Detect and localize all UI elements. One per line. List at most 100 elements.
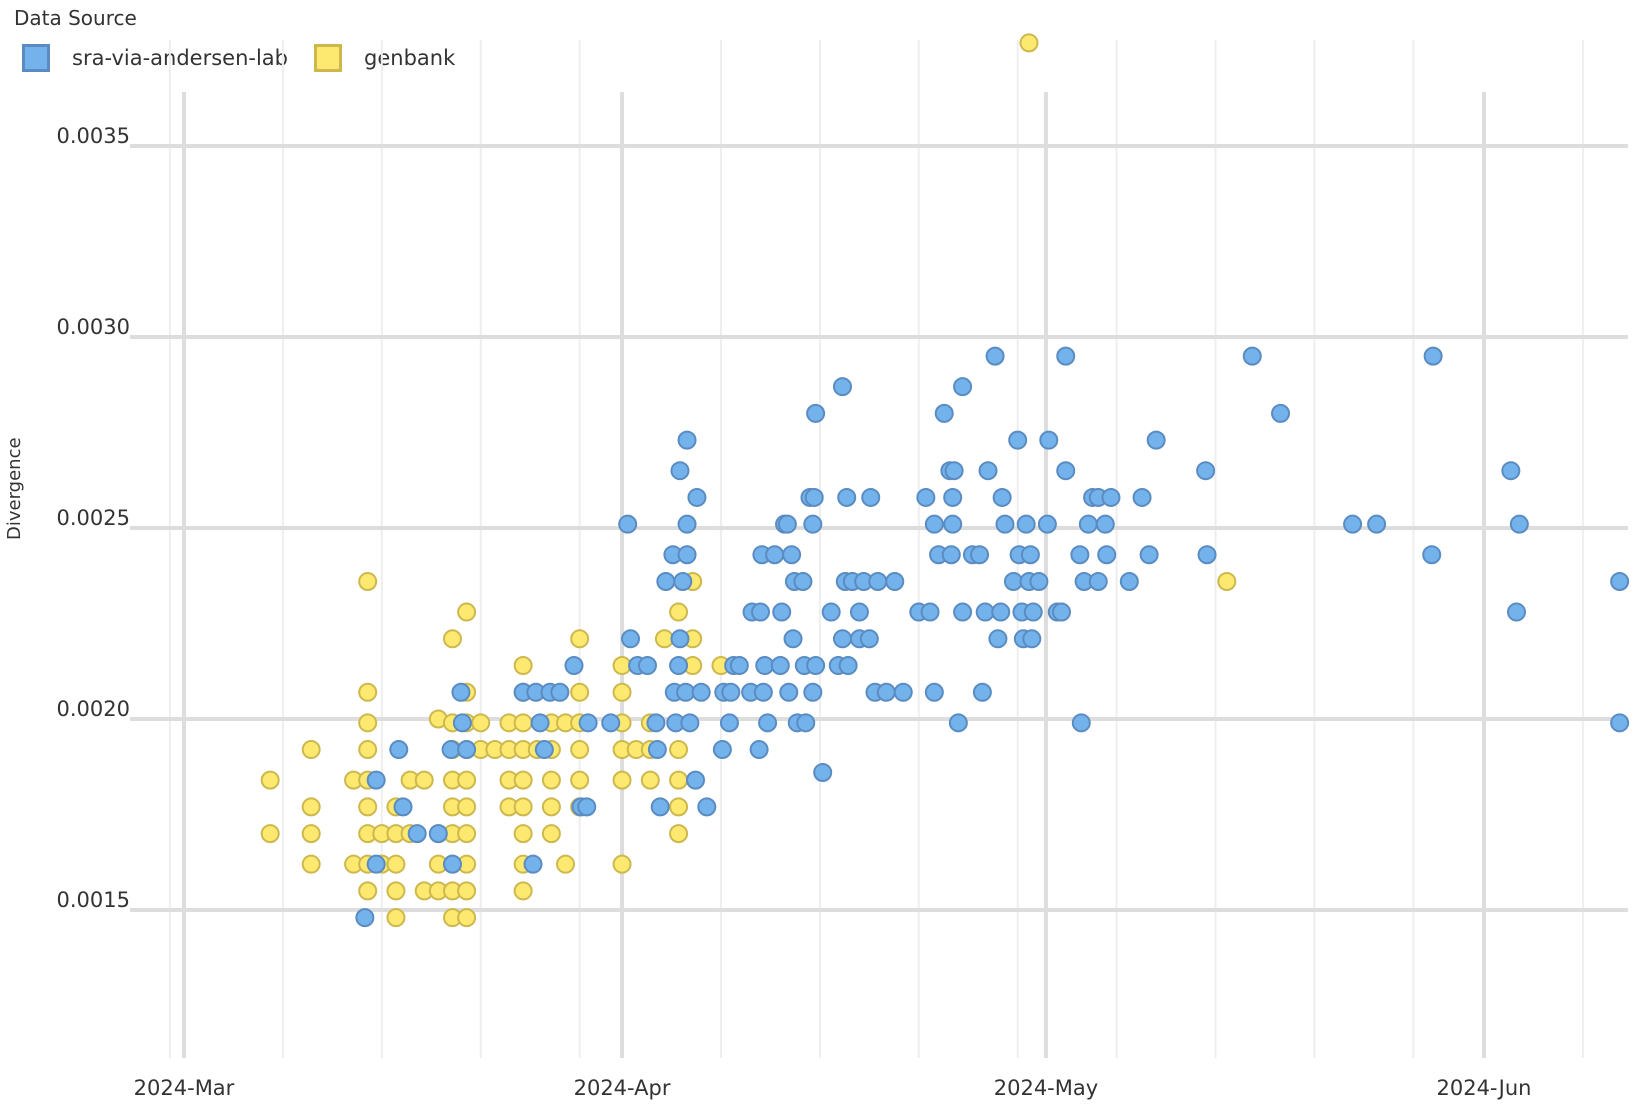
point-sra-via-andersen-lab[interactable] [452,713,472,733]
point-genbank[interactable] [301,824,321,844]
point-sra-via-andersen-lab[interactable] [389,740,409,760]
point-genbank[interactable] [358,797,378,817]
point-sra-via-andersen-lab[interactable] [916,487,936,507]
point-sra-via-andersen-lab[interactable] [442,854,462,874]
point-sra-via-andersen-lab[interactable] [1610,713,1630,733]
point-genbank[interactable] [570,629,590,649]
point-sra-via-andersen-lab[interactable] [975,602,995,622]
point-sra-via-andersen-lab[interactable] [1610,571,1630,591]
point-genbank[interactable] [414,770,434,790]
point-sra-via-andersen-lab[interactable] [721,682,741,702]
point-sra-via-andersen-lab[interactable] [806,656,826,676]
point-sra-via-andersen-lab[interactable] [686,770,706,790]
point-sra-via-andersen-lab[interactable] [1022,629,1042,649]
point-sra-via-andersen-lab[interactable] [677,545,697,565]
point-sra-via-andersen-lab[interactable] [1367,514,1387,534]
point-sra-via-andersen-lab[interactable] [680,713,700,733]
point-sra-via-andersen-lab[interactable] [832,377,852,397]
point-genbank[interactable] [541,770,561,790]
point-sra-via-andersen-lab[interactable] [803,682,823,702]
point-sra-via-andersen-lab[interactable] [1039,430,1059,450]
point-genbank[interactable] [358,740,378,760]
legend-item-sra-via-andersen-lab[interactable]: sra-via-andersen-lab [22,44,288,72]
point-sra-via-andersen-lab[interactable] [534,740,554,760]
point-genbank[interactable] [669,740,689,760]
point-genbank[interactable] [358,881,378,901]
point-genbank[interactable] [457,602,477,622]
point-sra-via-andersen-lab[interactable] [637,656,657,676]
point-genbank[interactable] [471,713,491,733]
point-sra-via-andersen-lab[interactable] [677,430,697,450]
point-sra-via-andersen-lab[interactable] [832,629,852,649]
point-sra-via-andersen-lab[interactable] [1501,461,1521,481]
point-genbank[interactable] [513,797,533,817]
point-sra-via-andersen-lab[interactable] [772,602,792,622]
point-sra-via-andersen-lab[interactable] [796,713,816,733]
point-sra-via-andersen-lab[interactable] [770,656,790,676]
point-sra-via-andersen-lab[interactable] [859,629,879,649]
point-sra-via-andersen-lab[interactable] [1020,545,1040,565]
point-genbank[interactable] [669,797,689,817]
point-sra-via-andersen-lab[interactable] [806,403,826,423]
point-sra-via-andersen-lab[interactable] [1139,545,1159,565]
point-sra-via-andersen-lab[interactable] [943,487,963,507]
point-sra-via-andersen-lab[interactable] [1119,571,1139,591]
point-genbank[interactable] [612,682,632,702]
point-sra-via-andersen-lab[interactable] [550,682,570,702]
point-sra-via-andersen-lab[interactable] [1056,461,1076,481]
point-sra-via-andersen-lab[interactable] [407,824,427,844]
point-sra-via-andersen-lab[interactable] [650,797,670,817]
point-sra-via-andersen-lab[interactable] [978,461,998,481]
point-sra-via-andersen-lab[interactable] [758,713,778,733]
point-sra-via-andersen-lab[interactable] [753,682,773,702]
point-sra-via-andersen-lab[interactable] [1196,461,1216,481]
point-sra-via-andersen-lab[interactable] [876,682,896,702]
point-sra-via-andersen-lab[interactable] [1016,514,1036,534]
point-genbank[interactable] [570,682,590,702]
point-sra-via-andersen-lab[interactable] [564,656,584,676]
point-sra-via-andersen-lab[interactable] [1029,571,1049,591]
point-genbank[interactable] [260,770,280,790]
point-sra-via-andersen-lab[interactable] [893,682,913,702]
point-sra-via-andersen-lab[interactable] [687,487,707,507]
point-sra-via-andersen-lab[interactable] [972,682,992,702]
point-genbank[interactable] [1217,571,1237,591]
point-sra-via-andersen-lab[interactable] [751,602,771,622]
point-sra-via-andersen-lab[interactable] [1101,487,1121,507]
point-sra-via-andersen-lab[interactable] [366,854,386,874]
point-sra-via-andersen-lab[interactable] [885,571,905,591]
point-genbank[interactable] [556,854,576,874]
point-genbank[interactable] [513,824,533,844]
point-sra-via-andersen-lab[interactable] [837,487,857,507]
point-sra-via-andersen-lab[interactable] [530,713,550,733]
point-sra-via-andersen-lab[interactable] [804,487,824,507]
point-sra-via-andersen-lab[interactable] [393,797,413,817]
point-genbank[interactable] [513,713,533,733]
point-genbank[interactable] [570,740,590,760]
point-sra-via-andersen-lab[interactable] [1008,430,1028,450]
point-genbank[interactable] [513,770,533,790]
point-sra-via-andersen-lab[interactable] [451,682,471,702]
point-sra-via-andersen-lab[interactable] [970,545,990,565]
point-genbank[interactable] [301,797,321,817]
point-sra-via-andersen-lab[interactable] [803,514,823,534]
point-sra-via-andersen-lab[interactable] [1132,487,1152,507]
point-sra-via-andersen-lab[interactable] [765,545,785,565]
point-sra-via-andersen-lab[interactable] [691,682,711,702]
point-genbank[interactable] [457,881,477,901]
point-sra-via-andersen-lab[interactable] [1003,571,1023,591]
point-sra-via-andersen-lab[interactable] [1052,602,1071,622]
point-sra-via-andersen-lab[interactable] [355,908,375,928]
point-sra-via-andersen-lab[interactable] [1507,602,1526,622]
point-sra-via-andersen-lab[interactable] [441,740,461,760]
point-genbank[interactable] [669,770,689,790]
point-genbank[interactable] [654,629,674,649]
point-sra-via-andersen-lab[interactable] [670,461,690,481]
point-sra-via-andersen-lab[interactable] [578,713,598,733]
point-sra-via-andersen-lab[interactable] [1078,514,1098,534]
point-genbank[interactable] [513,656,533,676]
point-genbank[interactable] [570,770,590,790]
point-sra-via-andersen-lab[interactable] [944,461,964,481]
point-sra-via-andersen-lab[interactable] [656,571,676,591]
point-sra-via-andersen-lab[interactable] [1197,545,1217,565]
